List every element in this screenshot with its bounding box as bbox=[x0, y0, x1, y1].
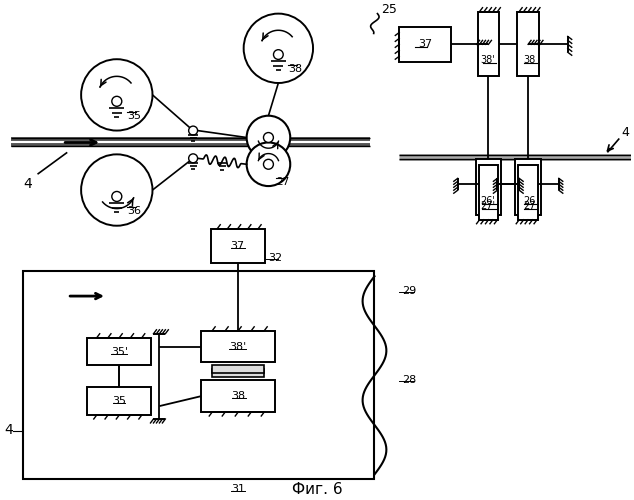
Bar bbox=[518, 166, 538, 220]
Circle shape bbox=[243, 14, 313, 83]
Bar bbox=[479, 166, 498, 220]
Text: 37: 37 bbox=[231, 241, 245, 251]
Circle shape bbox=[81, 154, 153, 226]
Text: 26: 26 bbox=[523, 196, 535, 206]
Bar bbox=[23, 272, 375, 480]
Circle shape bbox=[264, 132, 273, 142]
Bar bbox=[201, 331, 275, 362]
Circle shape bbox=[247, 142, 290, 186]
Bar bbox=[212, 366, 264, 374]
Bar bbox=[477, 12, 500, 76]
Text: 38: 38 bbox=[231, 391, 245, 401]
Text: 26': 26' bbox=[480, 196, 495, 206]
Text: 4: 4 bbox=[621, 126, 629, 139]
Text: 27: 27 bbox=[276, 178, 289, 188]
Circle shape bbox=[81, 59, 153, 130]
Text: 35: 35 bbox=[112, 396, 126, 406]
Text: 27: 27 bbox=[523, 201, 535, 211]
Text: Фиг. 6: Фиг. 6 bbox=[292, 482, 342, 497]
Bar bbox=[476, 160, 501, 215]
Circle shape bbox=[189, 154, 198, 163]
Bar bbox=[201, 380, 275, 412]
Bar bbox=[87, 338, 152, 365]
Circle shape bbox=[264, 160, 273, 169]
Bar bbox=[515, 160, 541, 215]
Text: 38': 38' bbox=[230, 342, 247, 351]
Circle shape bbox=[112, 96, 122, 106]
Text: 31: 31 bbox=[231, 484, 245, 494]
Circle shape bbox=[247, 116, 290, 160]
Text: 32: 32 bbox=[268, 254, 283, 264]
Circle shape bbox=[112, 192, 122, 202]
Circle shape bbox=[273, 50, 283, 59]
Circle shape bbox=[189, 126, 198, 135]
Bar bbox=[87, 388, 152, 415]
Text: 28: 28 bbox=[402, 376, 417, 386]
Bar bbox=[517, 12, 539, 76]
Text: 29: 29 bbox=[402, 286, 417, 296]
Text: 38: 38 bbox=[523, 55, 535, 65]
Text: 27': 27' bbox=[480, 201, 495, 211]
Text: 38: 38 bbox=[288, 64, 302, 74]
Text: 38': 38' bbox=[480, 55, 495, 65]
Text: 35': 35' bbox=[111, 346, 128, 356]
Text: 36: 36 bbox=[127, 206, 141, 216]
Bar bbox=[212, 370, 264, 378]
Text: 37: 37 bbox=[418, 40, 432, 50]
Text: 35: 35 bbox=[127, 111, 141, 121]
Bar bbox=[211, 228, 266, 264]
Text: 4: 4 bbox=[23, 177, 32, 191]
Bar bbox=[399, 26, 451, 62]
Text: 4: 4 bbox=[4, 423, 13, 437]
Text: 25: 25 bbox=[382, 3, 398, 16]
